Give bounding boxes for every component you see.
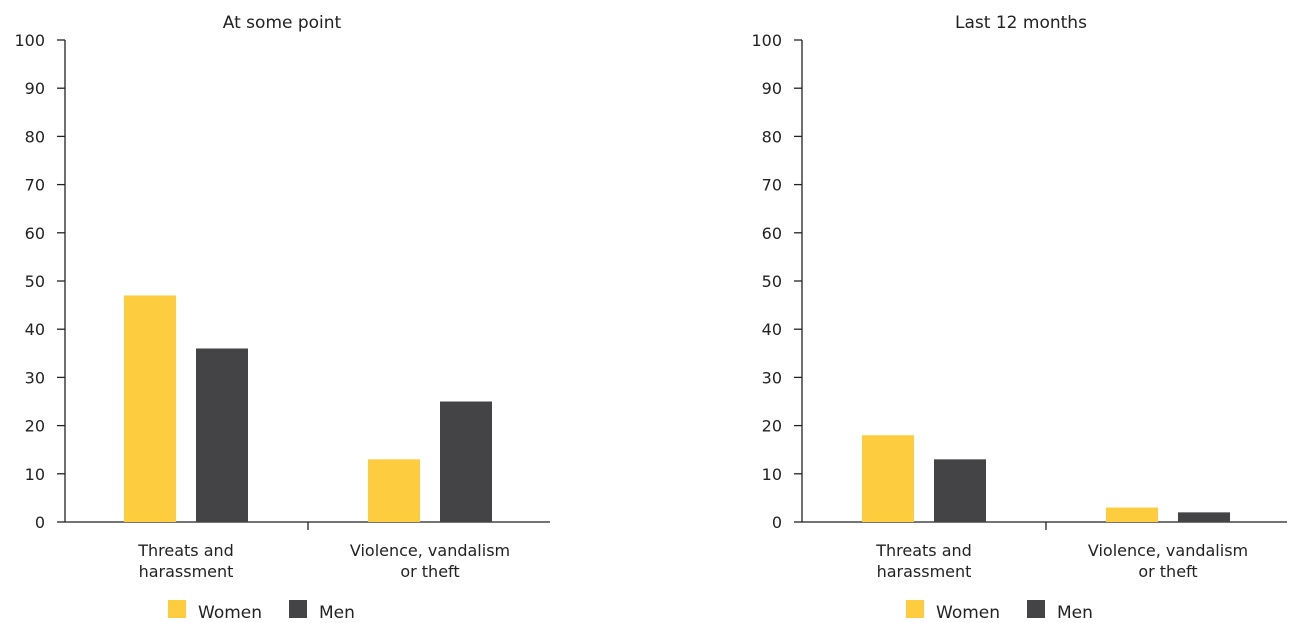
legend-label-men: Men (319, 603, 355, 623)
chart-title: Last 12 months (955, 13, 1087, 33)
y-tick-label: 90 (25, 79, 45, 98)
bar-women-0 (124, 295, 176, 522)
bar-women-1 (1106, 507, 1158, 522)
y-tick-label: 100 (751, 31, 782, 50)
y-tick-label: 0 (35, 513, 45, 532)
bar-men-1 (1178, 512, 1230, 522)
y-tick-label: 40 (762, 320, 782, 339)
chart-at-some-point: At some point 0 10 20 30 40 50 60 70 80 90 100 Threa… (14, 13, 550, 623)
bar-men-1 (440, 401, 492, 522)
legend-swatch-men (1027, 600, 1045, 618)
y-tick-label: 100 (14, 31, 45, 50)
bar-women-0 (862, 435, 914, 522)
x-category-label: Violence, vandalism (1088, 541, 1248, 560)
x-category-label: harassment (877, 562, 972, 581)
y-tick-label: 80 (25, 127, 45, 146)
legend-label-men: Men (1057, 603, 1093, 623)
x-category-label: or theft (400, 562, 459, 581)
x-category-label: or theft (1138, 562, 1197, 581)
y-tick-label: 20 (25, 417, 45, 436)
y-tick-label: 80 (762, 127, 782, 146)
x-category-label: Violence, vandalism (350, 541, 510, 560)
y-tick-label: 0 (772, 513, 782, 532)
y-tick-label: 40 (25, 320, 45, 339)
bar-men-0 (934, 459, 986, 522)
chart-title: At some point (223, 13, 342, 33)
legend-label-women: Women (936, 603, 1000, 623)
y-tick-label: 50 (25, 272, 45, 291)
legend-swatch-women (906, 600, 924, 618)
chart-last-12-months: Last 12 months 0 10 20 30 40 50 60 70 80 90 100 Thre… (751, 13, 1287, 623)
y-tick-label: 20 (762, 417, 782, 436)
y-tick-label: 10 (762, 465, 782, 484)
y-tick-label: 70 (762, 176, 782, 195)
x-category-label: Threats and (875, 541, 972, 560)
x-category-label: harassment (139, 562, 234, 581)
y-tick-label: 90 (762, 79, 782, 98)
bar-men-0 (196, 348, 248, 522)
y-tick-label: 50 (762, 272, 782, 291)
y-tick-label: 60 (762, 224, 782, 243)
legend-label-women: Women (198, 603, 262, 623)
y-tick-label: 70 (25, 176, 45, 195)
y-tick-label: 10 (25, 465, 45, 484)
y-tick-label: 60 (25, 224, 45, 243)
x-category-label: Threats and (137, 541, 234, 560)
legend-swatch-women (168, 600, 186, 618)
legend-swatch-men (289, 600, 307, 618)
y-tick-label: 30 (762, 368, 782, 387)
y-tick-label: 30 (25, 368, 45, 387)
bar-women-1 (368, 459, 420, 522)
